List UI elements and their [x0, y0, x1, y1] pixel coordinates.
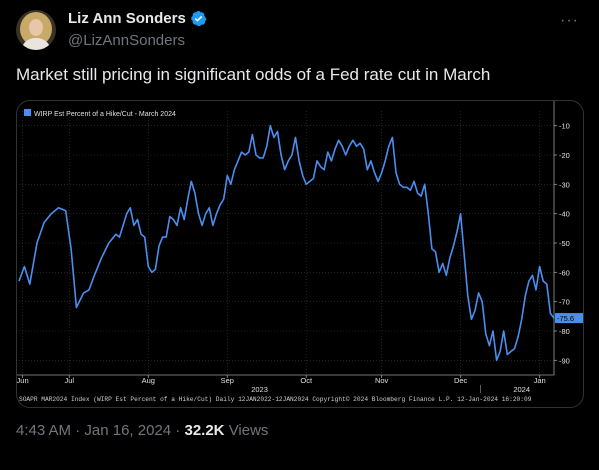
legend-swatch [24, 109, 31, 116]
last-value-label: -75.6 [557, 314, 574, 323]
tweet-text: Market still pricing in significant odds… [16, 65, 491, 84]
legend-label: WIRP Est Percent of a Hike/Cut - March 2… [34, 111, 176, 118]
views-count[interactable]: 32.2K [184, 422, 225, 439]
avatar-face [29, 19, 43, 36]
y-tick-label: -60 [559, 268, 570, 277]
tweet-header: Liz Ann Sonders @LizAnnSonders ··· [16, 8, 583, 56]
x-year-label: 2023 [251, 385, 268, 394]
avatar[interactable] [16, 10, 56, 50]
tweet-media-chart[interactable]: -10 -20 -30 -40 -50 -60 -70 -80 -90 Jun Jul Aug Sep… [16, 100, 584, 408]
y-tick-label: -90 [559, 356, 570, 365]
x-tick-label: Sep [221, 376, 234, 385]
y-axis: -10 -20 -30 -40 -50 -60 -70 -80 -90 [553, 101, 570, 375]
name-row: Liz Ann Sonders [68, 10, 207, 27]
tweet-date[interactable]: Jan 16, 2024 [84, 422, 172, 439]
y-tick-label: -30 [559, 180, 570, 189]
x-tick-label: Nov [375, 376, 389, 385]
x-tick-label: Jun [17, 376, 29, 385]
more-icon[interactable]: ··· [560, 12, 579, 29]
verified-badge-icon[interactable] [190, 10, 207, 27]
meta-separator-2: · [171, 422, 185, 439]
x-axis: Jun Jul Aug Sep Oct Nov Dec Jan 2023 2024 [17, 374, 554, 394]
series-line [18, 124, 555, 362]
display-name[interactable]: Liz Ann Sonders [68, 10, 186, 27]
chart-grid [19, 111, 554, 375]
avatar-body [21, 38, 51, 50]
x-tick-label: Oct [300, 376, 313, 385]
tweet-meta: 4:43 AM · Jan 16, 2024 · 32.2K Views [16, 422, 268, 439]
chart-legend: WIRP Est Percent of a Hike/Cut - March 2… [24, 109, 176, 118]
y-tick-label: -40 [559, 210, 570, 219]
line-chart: -10 -20 -30 -40 -50 -60 -70 -80 -90 Jun Jul Aug Sep… [17, 101, 583, 403]
y-tick-label: -80 [559, 327, 570, 336]
x-tick-label: Aug [142, 376, 155, 385]
chart-footer: SOAPR MAR2024 Index (WIRP Est Percent of… [19, 396, 532, 403]
views-label: Views [228, 422, 269, 439]
x-tick-label: Jan [534, 376, 546, 385]
meta-separator: · [71, 422, 85, 439]
last-value-box [555, 313, 583, 324]
y-tick-label: -20 [559, 151, 570, 160]
y-tick-label: -10 [559, 122, 570, 131]
y-tick-label: -50 [559, 239, 570, 248]
handle[interactable]: @LizAnnSonders [68, 32, 185, 49]
tweet-time[interactable]: 4:43 AM [16, 422, 72, 439]
y-tick-label: -70 [559, 298, 570, 307]
last-value-tag: -75.6 [555, 313, 583, 324]
x-tick-label: Jul [64, 376, 74, 385]
x-year-label: 2024 [513, 385, 530, 394]
x-tick-label: Dec [454, 376, 468, 385]
